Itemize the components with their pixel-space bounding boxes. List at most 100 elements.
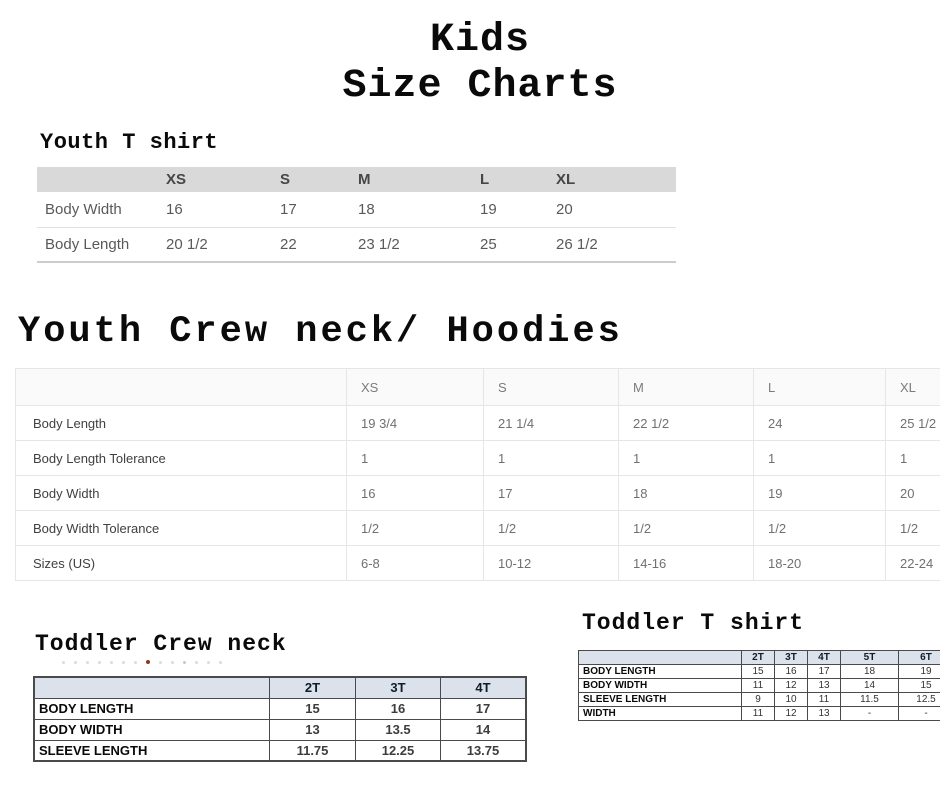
table-cell: 9	[741, 692, 775, 707]
youth-crew-heading: Youth Crew neck/ Hoodies	[18, 311, 623, 353]
column-header: S	[483, 368, 619, 406]
table-cell: 22-24	[885, 545, 940, 581]
table-cell: 17	[440, 697, 527, 720]
table-row: Body Width Tolerance 1/2 1/2 1/2 1/2 1/2	[15, 510, 940, 546]
table-cell: 11	[741, 706, 775, 721]
youth-crew-table: XS S M L XL Body Length 19 3/4 21 1/4 22 1/2 24 25…	[15, 368, 940, 581]
table-row: Body Length 19 3/4 21 1/4 22 1/2 24 25 1/2	[15, 405, 940, 441]
youth-tshirt-grid: XS S M L XL Body Width 16 17 18 19 20 Body Length 20…	[37, 167, 676, 263]
table-cell: 19	[898, 664, 940, 679]
table-row: SLEEVE LENGTH 11.75 12.25 13.75	[33, 739, 527, 762]
table-cell: 21 1/4	[483, 405, 619, 441]
row-label: Sizes (US)	[15, 545, 347, 581]
table-row: BODY LENGTH 15 16 17	[33, 697, 527, 720]
table-cell: 25	[480, 235, 497, 253]
table-cell: 6-8	[346, 545, 484, 581]
table-row: Body Width 16 17 18 19 20	[15, 475, 940, 511]
table-cell: 11.5	[840, 692, 899, 707]
toddler-tshirt-grid: 2T 3T 4T 5T 6T BODY LENGTH 15 16 17 18 19 BODY WIDT…	[578, 650, 940, 721]
table-cell: 17	[280, 200, 297, 218]
table-cell: 16	[355, 697, 441, 720]
table-cell: 15	[898, 678, 940, 693]
toddler-tshirt-table: 2T 3T 4T 5T 6T BODY LENGTH 15 16 17 18 19 BODY WIDT…	[578, 650, 940, 721]
table-cell: 11	[807, 692, 841, 707]
column-header: 2T	[269, 676, 356, 699]
corner-cell	[15, 368, 347, 406]
table-cell: 18	[840, 664, 899, 679]
table-cell: 12	[774, 678, 808, 693]
table-cell: 1/2	[618, 510, 754, 546]
table-cell: 14	[840, 678, 899, 693]
table-cell: 19	[480, 200, 497, 218]
table-row: Sizes (US) 6-8 10-12 14-16 18-20 22-24	[15, 545, 940, 581]
table-cell: 20	[885, 475, 940, 511]
table-cell: 10-12	[483, 545, 619, 581]
row-label: Body Length	[45, 235, 130, 253]
table-row: BODY LENGTH 15 16 17 18 19	[578, 664, 940, 679]
table-cell: 25 1/2	[885, 405, 940, 441]
table-cell: 18-20	[753, 545, 886, 581]
table-row: Body Width 16 17 18 19 20	[37, 192, 676, 227]
row-label: BODY WIDTH	[33, 718, 270, 741]
table-row: WIDTH 11 12 13- -	[578, 706, 940, 721]
column-header: XS	[158, 167, 272, 192]
table-cell: 15	[741, 664, 775, 679]
corner-cell	[578, 650, 742, 665]
table-row: SLEEVE LENGTH 9 10 11 11.5 12.5	[578, 692, 940, 707]
table-row: BODY WIDTH 11 12 13 14 15	[578, 678, 940, 693]
table-cell: 22 1/2	[618, 405, 754, 441]
header-row: XS S M L XL	[15, 368, 940, 406]
corner-cell	[37, 167, 158, 192]
table-cell: 24	[753, 405, 886, 441]
table-row: Body Length Tolerance 1 1 1 1 1	[15, 440, 940, 476]
row-label: Body Width Tolerance	[15, 510, 347, 546]
toddler-crew-heading: Toddler Crew neck	[35, 631, 287, 657]
table-cell: 15	[269, 697, 356, 720]
table-cell: 1	[618, 440, 754, 476]
table-cell: 1	[753, 440, 886, 476]
column-header: XL	[548, 167, 676, 192]
table-cell: 1	[483, 440, 619, 476]
table-cell: 12.25	[355, 739, 441, 762]
column-header: 3T	[774, 650, 808, 665]
row-label: Body Length	[15, 405, 347, 441]
table-cell: 13	[807, 706, 841, 721]
toddler-tshirt-heading: Toddler T shirt	[582, 610, 805, 636]
table-cell: 11	[741, 678, 775, 693]
faded-dots-artifact	[62, 660, 252, 664]
row-label: Body Width	[15, 475, 347, 511]
header-row: 2T 3T 4T	[33, 676, 527, 699]
youth-crew-grid: XS S M L XL Body Length 19 3/4 21 1/4 22 1/2 24 25…	[15, 368, 940, 581]
column-header: L	[472, 167, 548, 192]
table-cell: 14-16	[618, 545, 754, 581]
table-cell: 12.5	[898, 692, 940, 707]
row-label: WIDTH	[578, 706, 742, 721]
row-label: Body Length Tolerance	[15, 440, 347, 476]
row-label: BODY LENGTH	[578, 664, 742, 679]
table-cell: 19 3/4	[346, 405, 484, 441]
header-row: XS S M L XL	[37, 167, 676, 192]
page-title: Kids Size Charts	[10, 18, 940, 110]
youth-tshirt-table: XS S M L XL Body Width 16 17 18 19 20 Body Length 20…	[37, 167, 676, 263]
table-cell: 16	[774, 664, 808, 679]
row-label: Body Width	[45, 200, 122, 218]
column-header: 6T	[898, 650, 940, 665]
header-row: 2T 3T 4T 5T 6T	[578, 650, 940, 665]
table-cell: 19	[753, 475, 886, 511]
table-cell: 14	[440, 718, 527, 741]
table-cell: -	[840, 706, 899, 721]
table-cell: 18	[618, 475, 754, 511]
column-header: 2T	[741, 650, 775, 665]
page-title-line1: Kids	[429, 18, 530, 63]
column-header: XL	[885, 368, 940, 406]
row-label: SLEEVE LENGTH	[33, 739, 270, 762]
table-cell: 17	[483, 475, 619, 511]
table-cell: 13.75	[440, 739, 527, 762]
column-header: 4T	[440, 676, 527, 699]
table-row: BODY WIDTH 13 13.5 14	[33, 718, 527, 741]
table-cell: 1/2	[885, 510, 940, 546]
row-label: BODY LENGTH	[33, 697, 270, 720]
table-cell: 10	[774, 692, 808, 707]
table-cell: 1	[885, 440, 940, 476]
